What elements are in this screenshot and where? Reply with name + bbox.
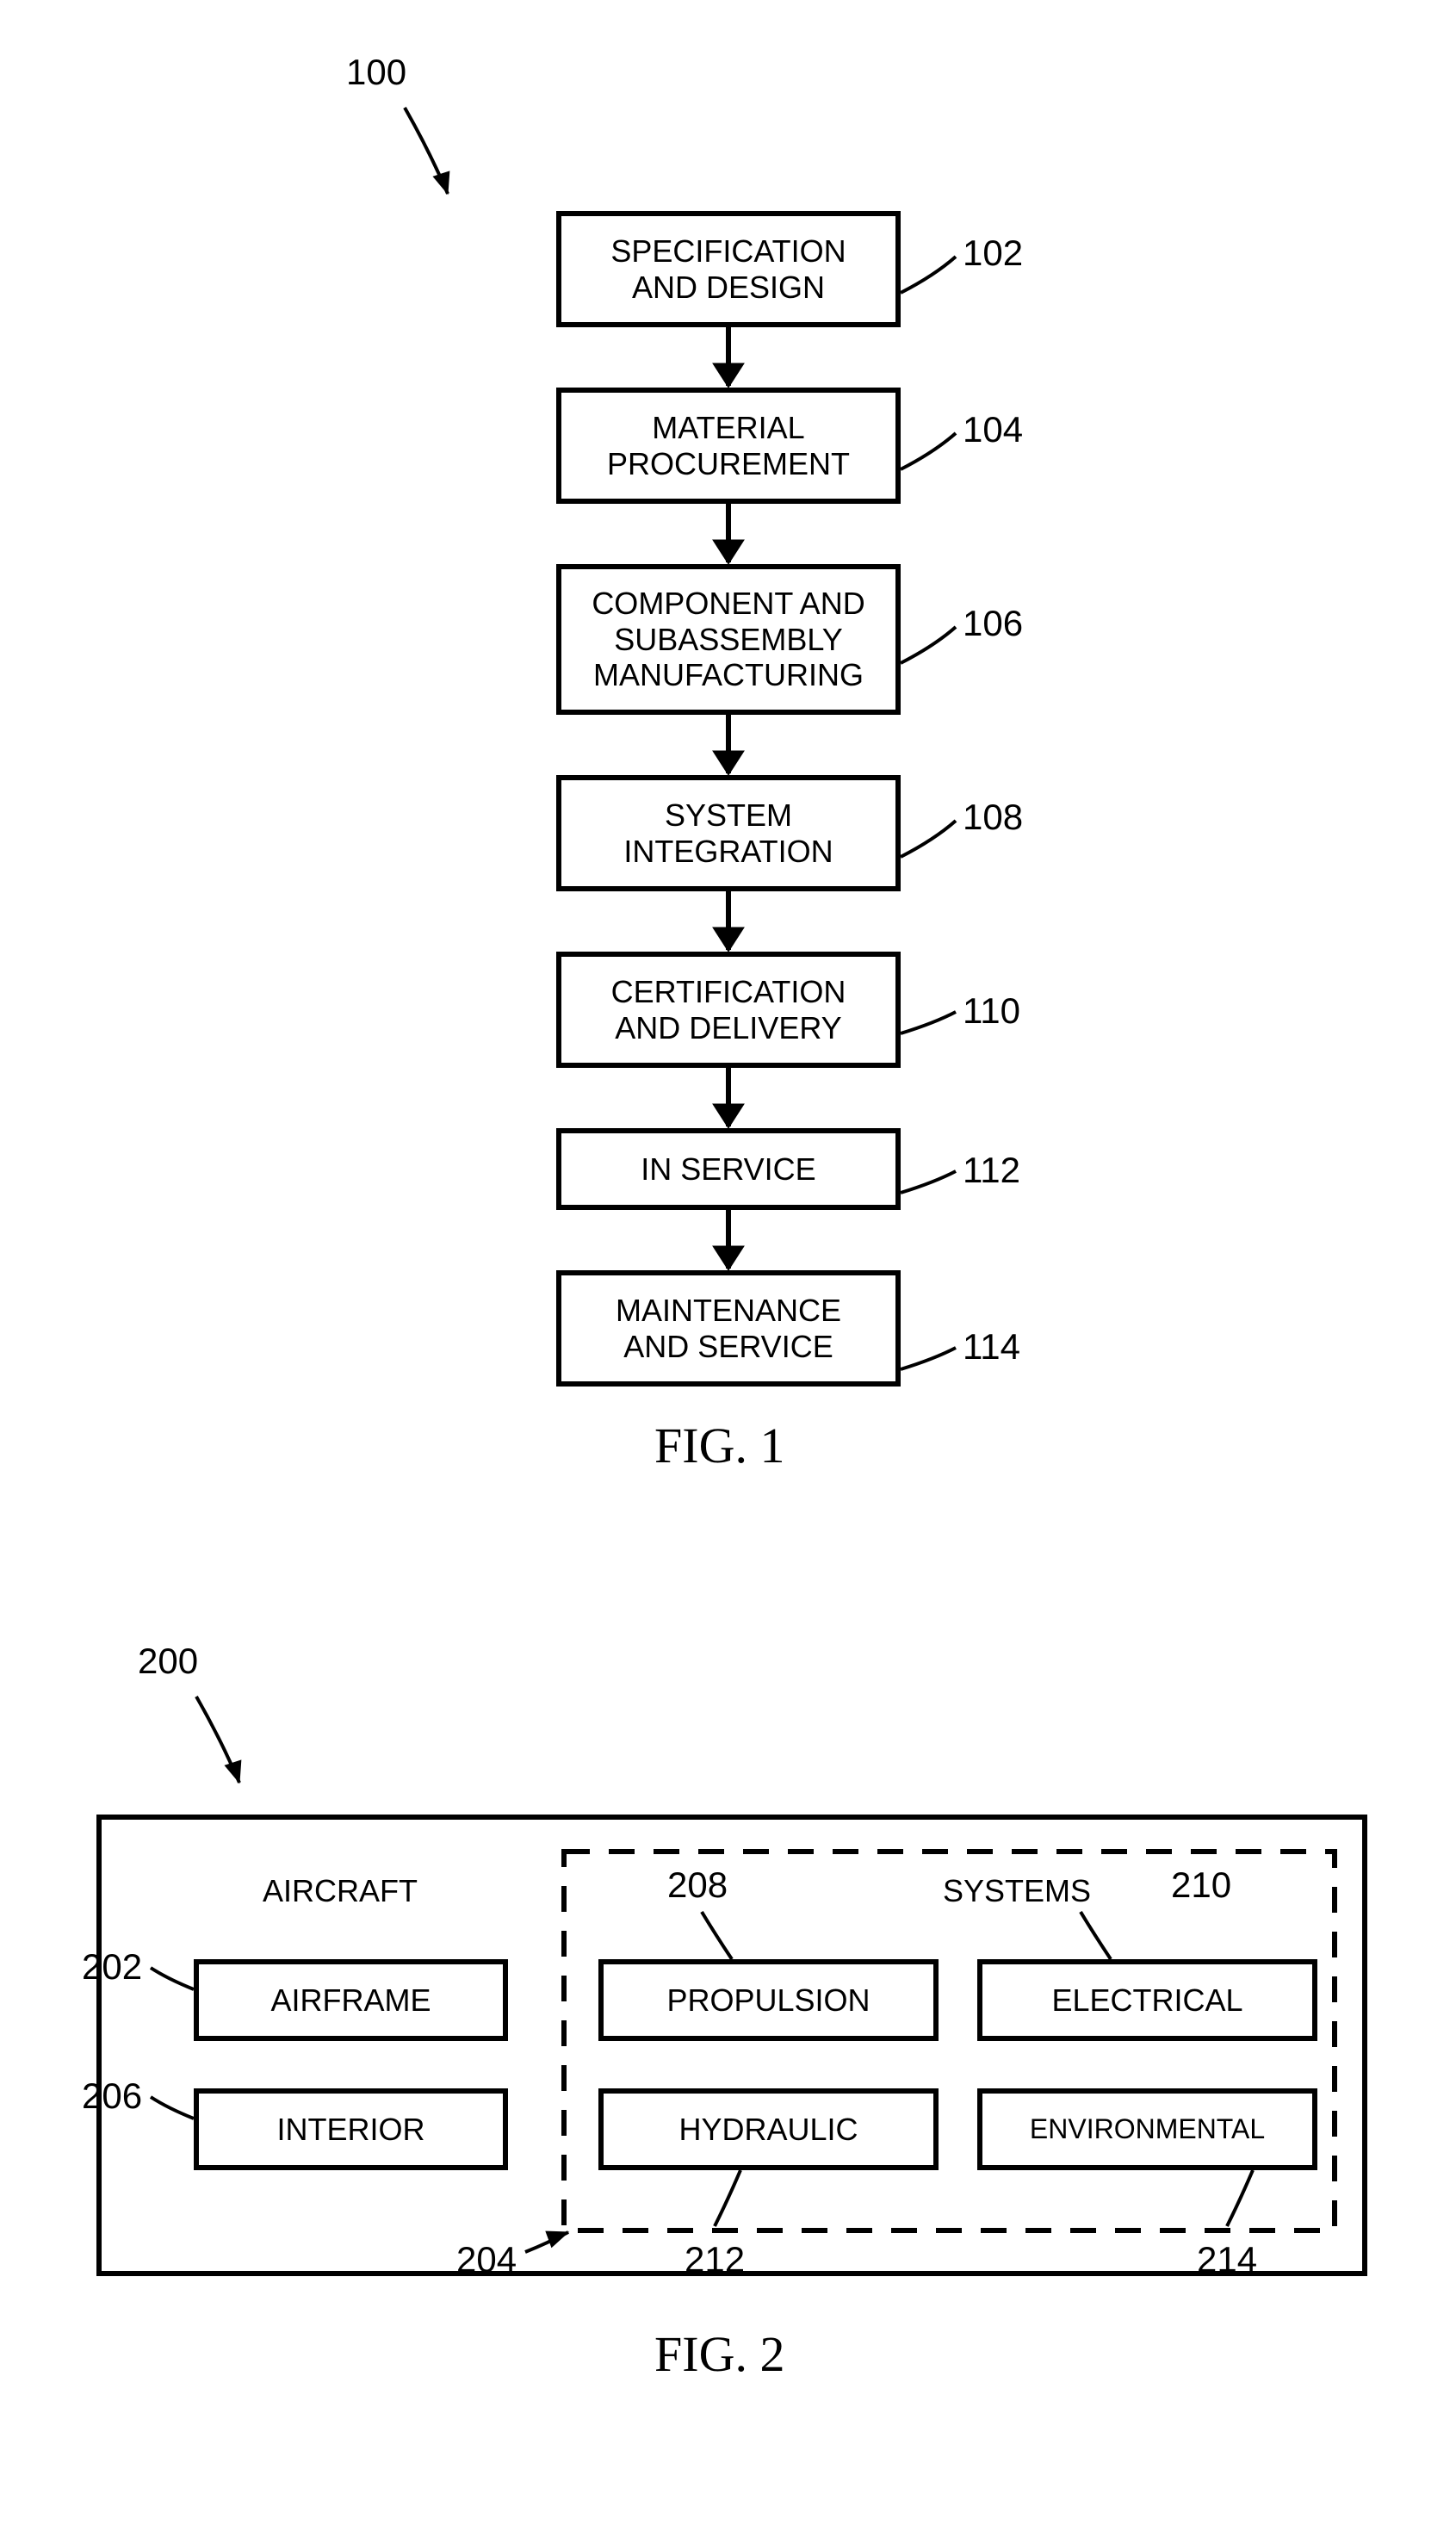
fig1-step-110-label: CERTIFICATIONAND DELIVERY — [611, 974, 846, 1045]
page-root: 100 SPECIFICATIONAND DESIGN 102 MATERIALPRO… — [0, 0, 1456, 2525]
fig1-caption: FIG. 1 — [654, 1417, 784, 1474]
fig1-step-104-label: MATERIALPROCUREMENT — [607, 410, 850, 481]
fig2-box-208-label: PROPULSION — [666, 1982, 870, 2018]
fig1-label-106: 106 — [963, 603, 1023, 644]
fig1-step-108-label: SYSTEMINTEGRATION — [623, 797, 833, 869]
fig1-step-106-label: COMPONENT ANDSUBASSEMBLYMANUFACTURING — [592, 586, 864, 692]
fig1-step-110: CERTIFICATIONAND DELIVERY — [556, 952, 901, 1068]
fig1-step-112: IN SERVICE — [556, 1128, 901, 1210]
fig1-ref-100: 100 — [346, 52, 406, 93]
fig2-box-212-label: HYDRAULIC — [678, 2112, 858, 2147]
fig2-box-210: ELECTRICAL — [977, 1959, 1317, 2041]
fig1-step-108: SYSTEMINTEGRATION — [556, 775, 901, 891]
fig2-box-212: HYDRAULIC — [598, 2088, 939, 2170]
fig2-label-206: 206 — [82, 2075, 142, 2117]
fig2-label-210: 210 — [1171, 1864, 1231, 1906]
fig2-label-202: 202 — [82, 1946, 142, 1988]
fig2-box-214: ENVIRONMENTAL — [977, 2088, 1317, 2170]
fig1-step-112-label: IN SERVICE — [641, 1151, 815, 1187]
fig1-step-102: SPECIFICATIONAND DESIGN — [556, 211, 901, 327]
fig2-box-202-label: AIRFRAME — [270, 1982, 431, 2018]
fig1-label-110: 110 — [963, 990, 1020, 1032]
fig2-box-206: INTERIOR — [194, 2088, 508, 2170]
fig2-box-208: PROPULSION — [598, 1959, 939, 2041]
fig1-label-112: 112 — [963, 1150, 1020, 1191]
fig1-label-104: 104 — [963, 409, 1023, 450]
fig2-caption: FIG. 2 — [654, 2325, 784, 2383]
fig2-title-aircraft: AIRCRAFT — [263, 1873, 418, 1909]
fig2-label-204: 204 — [456, 2239, 517, 2280]
fig2-box-206-label: INTERIOR — [276, 2112, 424, 2147]
fig2-title-systems: SYSTEMS — [943, 1873, 1091, 1909]
fig1-label-102: 102 — [963, 233, 1023, 274]
fig2-box-210-label: ELECTRICAL — [1051, 1982, 1242, 2018]
fig1-step-106: COMPONENT ANDSUBASSEMBLYMANUFACTURING — [556, 564, 901, 715]
fig2-label-214: 214 — [1197, 2239, 1257, 2280]
fig2-label-208: 208 — [667, 1864, 728, 1906]
fig1-label-108: 108 — [963, 797, 1023, 838]
fig2-box-214-label: ENVIRONMENTAL — [1030, 2113, 1265, 2145]
fig1-step-104: MATERIALPROCUREMENT — [556, 388, 901, 504]
fig2-ref-200: 200 — [138, 1641, 198, 1682]
fig2-box-202: AIRFRAME — [194, 1959, 508, 2041]
fig1-step-102-label: SPECIFICATIONAND DESIGN — [610, 233, 846, 305]
fig2-label-212: 212 — [685, 2239, 745, 2280]
fig1-step-114-label: MAINTENANCEAND SERVICE — [616, 1293, 841, 1364]
fig1-label-114: 114 — [963, 1326, 1020, 1368]
fig1-step-114: MAINTENANCEAND SERVICE — [556, 1270, 901, 1387]
